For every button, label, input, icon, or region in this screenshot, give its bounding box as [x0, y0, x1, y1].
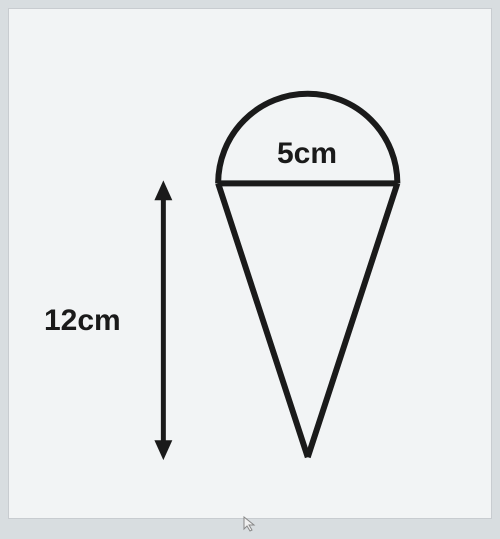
height-label: 12cm — [44, 304, 121, 338]
diagram-canvas: 5cm 12cm — [8, 8, 492, 519]
height-arrow-head-top — [154, 180, 172, 200]
geometry-figure — [9, 9, 491, 518]
cursor-icon — [243, 516, 257, 535]
diameter-label: 5cm — [277, 137, 337, 171]
triangle-left-side — [218, 183, 308, 457]
triangle-right-side — [308, 183, 398, 457]
height-arrow-head-bottom — [154, 440, 172, 460]
